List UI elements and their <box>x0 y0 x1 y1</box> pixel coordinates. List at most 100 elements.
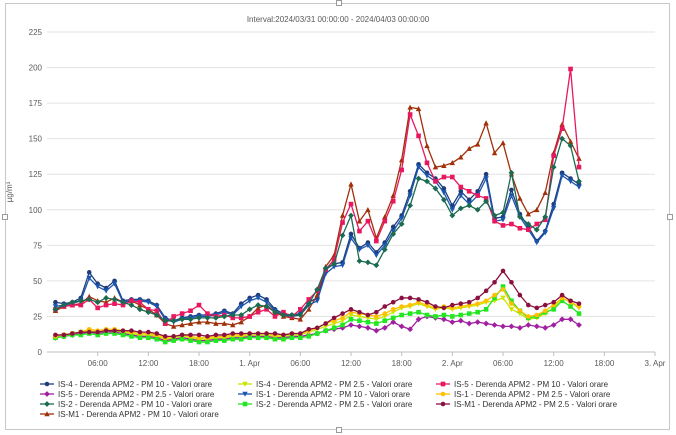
data-point <box>247 314 252 319</box>
data-point <box>474 206 481 213</box>
data-point <box>298 307 303 312</box>
data-point <box>288 312 295 318</box>
data-point <box>474 141 481 147</box>
data-point <box>424 142 430 149</box>
data-point <box>281 332 286 338</box>
data-point <box>416 133 421 139</box>
data-point <box>534 312 540 318</box>
data-point <box>424 173 430 179</box>
data-point <box>365 319 371 325</box>
data-point <box>348 212 354 219</box>
y-tick-label: 100 <box>29 206 43 215</box>
data-point <box>475 301 480 306</box>
data-point <box>551 299 556 305</box>
data-point <box>450 174 455 180</box>
data-point <box>492 218 497 224</box>
data-point <box>170 323 177 329</box>
data-point <box>576 184 582 190</box>
data-point <box>246 298 253 304</box>
data-point <box>179 322 185 328</box>
data-point <box>390 224 396 230</box>
data-point <box>94 299 101 306</box>
data-point <box>230 336 236 342</box>
data-point <box>382 318 388 324</box>
data-point <box>466 145 472 151</box>
data-point <box>356 323 363 330</box>
data-point <box>238 312 245 318</box>
data-point <box>534 240 540 246</box>
data-point <box>567 316 574 323</box>
resize-handle-bottom[interactable] <box>336 427 342 433</box>
data-point <box>365 206 371 213</box>
data-point <box>306 326 312 332</box>
resize-handle-top[interactable] <box>336 0 342 6</box>
data-point <box>551 307 556 312</box>
data-point <box>533 323 540 330</box>
data-point <box>111 281 118 287</box>
data-point <box>509 221 514 227</box>
resize-handle-right[interactable] <box>667 214 673 220</box>
data-point <box>356 258 363 264</box>
legend-label: IS-2 - Derenda APM2 - PM 10 - Valori ora… <box>58 400 213 409</box>
data-point <box>474 319 481 326</box>
data-point <box>559 173 565 179</box>
data-point <box>60 302 67 308</box>
data-point <box>559 316 566 323</box>
data-point <box>559 298 565 304</box>
data-point <box>154 331 160 336</box>
data-point <box>407 112 413 117</box>
data-point <box>221 309 228 315</box>
data-point <box>188 338 193 343</box>
data-point <box>475 295 480 301</box>
data-point <box>272 331 278 336</box>
data-point <box>238 336 244 342</box>
data-point <box>441 186 447 191</box>
data-point <box>230 322 236 328</box>
data-point <box>196 319 202 325</box>
data-point <box>475 309 480 315</box>
data-point <box>78 332 84 338</box>
data-point <box>146 329 151 335</box>
data-point <box>441 174 447 180</box>
data-point <box>492 280 497 285</box>
data-point <box>272 314 278 319</box>
data-point <box>458 184 464 190</box>
data-point <box>204 319 211 325</box>
legend-label: IS-1 - Derenda APM2 - PM 10 - Valori ora… <box>256 390 411 399</box>
data-point <box>340 220 345 225</box>
data-point <box>534 221 540 227</box>
data-point <box>365 312 371 318</box>
y-tick-label: 25 <box>33 312 42 321</box>
data-point <box>171 334 176 339</box>
data-point <box>373 262 380 269</box>
data-point <box>500 268 506 274</box>
data-point <box>458 301 464 306</box>
data-point <box>483 198 490 205</box>
data-point <box>238 331 244 336</box>
data-point <box>305 300 312 307</box>
data-point <box>289 335 295 341</box>
data-point <box>145 299 152 306</box>
data-point <box>129 298 134 304</box>
data-point <box>53 299 58 305</box>
data-point <box>255 302 262 308</box>
data-point <box>374 314 379 319</box>
data-point <box>559 126 565 132</box>
data-point <box>390 319 397 326</box>
data-point <box>525 322 532 328</box>
data-point <box>567 138 574 144</box>
data-point <box>457 205 464 212</box>
data-point <box>340 315 345 321</box>
data-point <box>264 335 269 341</box>
data-point <box>103 328 109 333</box>
data-point <box>146 335 151 341</box>
data-point <box>525 221 532 227</box>
data-point <box>517 308 523 314</box>
data-point <box>576 301 582 306</box>
data-point <box>568 66 573 72</box>
data-point <box>179 311 185 316</box>
resize-handle-left[interactable] <box>2 214 8 220</box>
data-point <box>576 311 582 316</box>
data-point <box>492 295 497 301</box>
